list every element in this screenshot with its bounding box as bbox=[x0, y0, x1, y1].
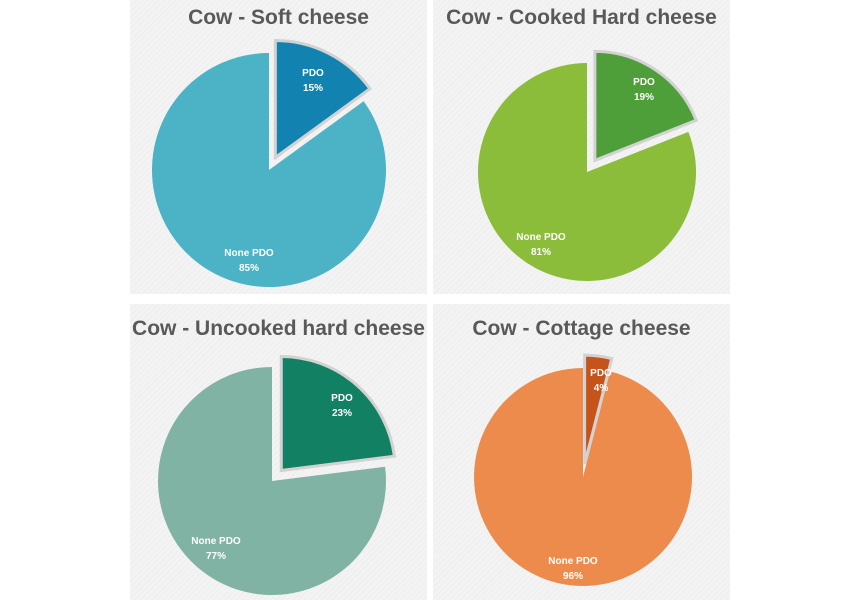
chart-panel-cottage-cheese: Cow - Cottage cheese PDO 4% None PDO 96% bbox=[433, 304, 730, 600]
slice-value-none-pdo: 96% bbox=[563, 571, 583, 582]
slice-label-none-pdo: None PDO bbox=[224, 248, 274, 259]
slice-value-none-pdo: 81% bbox=[531, 247, 551, 258]
chart-title: Cow - Cooked Hard cheese bbox=[446, 6, 717, 29]
pie-slice-none-pdo bbox=[157, 367, 386, 595]
pie-chart: PDO 15% None PDO 85% bbox=[151, 39, 386, 287]
pie-slice-pdo bbox=[583, 353, 614, 465]
slice-value-pdo: 19% bbox=[634, 92, 654, 103]
pie-chart: PDO 19% None PDO 81% bbox=[478, 49, 699, 282]
slice-label-pdo: PDO bbox=[302, 68, 324, 79]
pie-slice-none-pdo bbox=[474, 368, 693, 586]
slice-value-pdo: 4% bbox=[594, 383, 609, 394]
chart-panel-soft-cheese: Cow - Soft cheese PDO 15% None PDO 85% bbox=[130, 0, 427, 294]
slice-value-none-pdo: 77% bbox=[206, 551, 226, 562]
pie-slice-pdo bbox=[593, 49, 699, 163]
pie-slice-pdo bbox=[273, 39, 373, 161]
pie-slice-none-pdo bbox=[478, 63, 697, 282]
chart-title: Cow - Uncooked hard cheese bbox=[132, 317, 425, 340]
slice-label-none-pdo: None PDO bbox=[516, 232, 566, 243]
slice-label-none-pdo: None PDO bbox=[548, 556, 598, 567]
pie-chart: PDO 4% None PDO 96% bbox=[474, 353, 693, 586]
chart-panel-uncooked-hard-cheese: Cow - Uncooked hard cheese PDO 23% None PD… bbox=[130, 304, 427, 600]
slice-label-pdo: PDO bbox=[331, 393, 353, 404]
slice-value-none-pdo: 85% bbox=[239, 263, 259, 274]
slice-value-pdo: 15% bbox=[303, 83, 323, 94]
slice-value-pdo: 23% bbox=[332, 408, 352, 419]
slice-label-pdo: PDO bbox=[590, 368, 612, 379]
chart-panel-cooked-hard-cheese: Cow - Cooked Hard cheese PDO 19% None PDO 8… bbox=[433, 0, 730, 294]
chart-title: Cow - Cottage cheese bbox=[472, 317, 691, 340]
slice-label-none-pdo: None PDO bbox=[191, 536, 241, 547]
pie-chart: PDO 23% None PDO 77% bbox=[157, 354, 397, 595]
chart-title: Cow - Soft cheese bbox=[188, 6, 369, 29]
pie-slice-none-pdo bbox=[151, 52, 386, 287]
slice-label-pdo: PDO bbox=[633, 77, 655, 88]
pie-slice-pdo bbox=[279, 354, 397, 473]
